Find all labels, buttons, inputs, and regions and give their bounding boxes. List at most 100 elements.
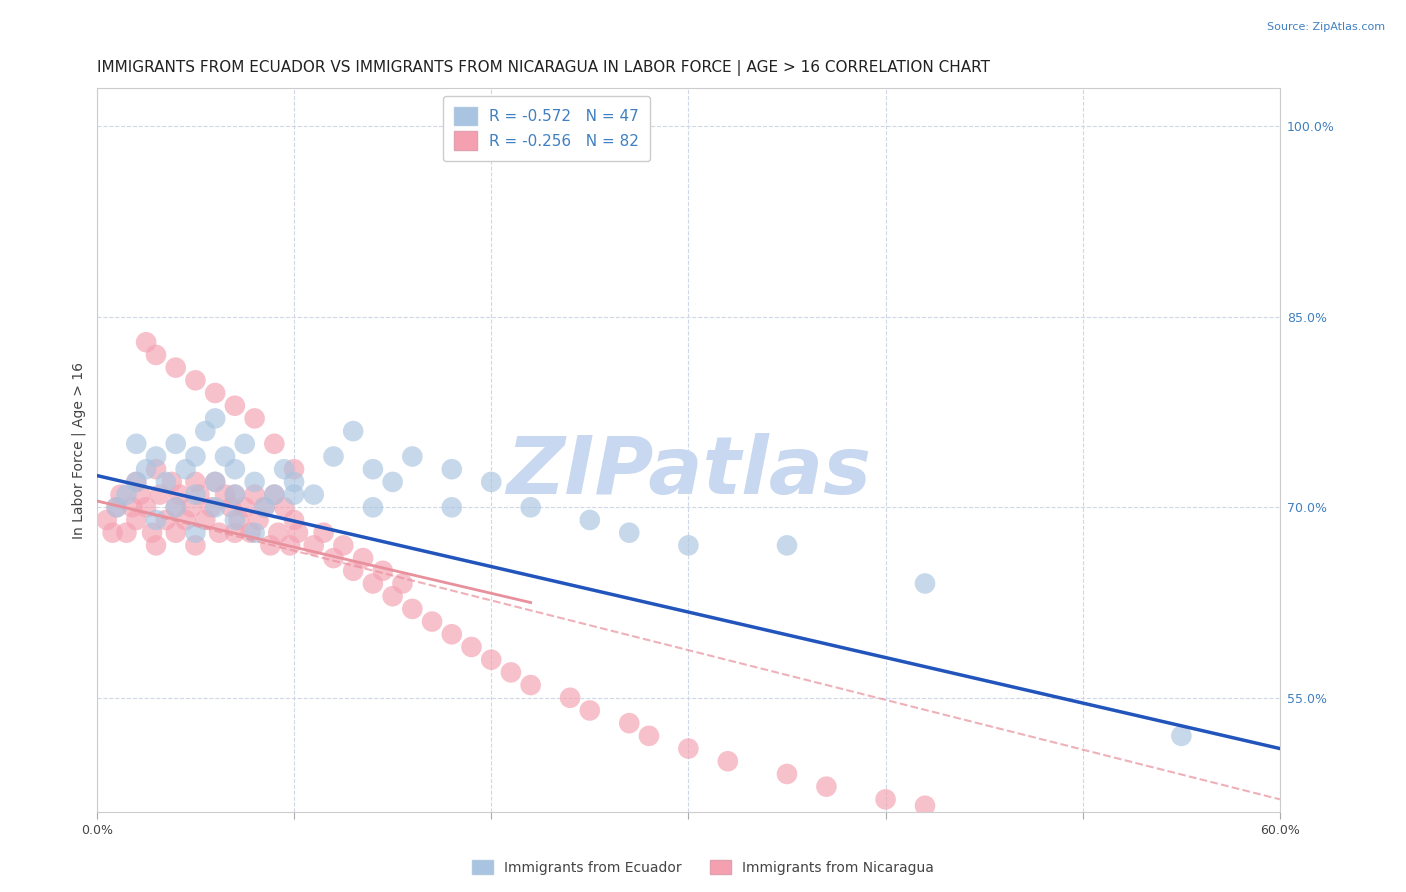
Point [361, 462, 384, 476]
Point [440, 627, 463, 641]
Point [125, 475, 148, 489]
Point [440, 500, 463, 515]
Point [165, 437, 187, 451]
Point [381, 475, 404, 489]
Point [776, 767, 799, 781]
Point [184, 450, 207, 464]
Point [479, 475, 502, 489]
Point [302, 487, 325, 501]
Point [401, 602, 423, 616]
Point [115, 487, 138, 501]
Point [519, 678, 541, 692]
Point [283, 487, 305, 501]
Point [420, 615, 443, 629]
Point [125, 475, 148, 489]
Point [184, 538, 207, 552]
Point [263, 487, 285, 501]
Point [253, 500, 276, 515]
Point [243, 411, 266, 425]
Point [519, 500, 541, 515]
Point [578, 513, 600, 527]
Point [342, 424, 364, 438]
Point [160, 475, 183, 489]
Point [204, 475, 226, 489]
Point [239, 525, 262, 540]
Point [105, 500, 128, 515]
Point [914, 576, 936, 591]
Y-axis label: In Labor Force | Age > 16: In Labor Force | Age > 16 [72, 361, 86, 539]
Point [678, 538, 700, 552]
Point [332, 538, 354, 552]
Point [135, 462, 157, 476]
Point [145, 462, 167, 476]
Point [401, 450, 423, 464]
Point [141, 525, 163, 540]
Text: Source: ZipAtlas.com: Source: ZipAtlas.com [1267, 22, 1385, 32]
Point [361, 500, 384, 515]
Point [125, 437, 148, 451]
Point [174, 462, 197, 476]
Point [259, 538, 281, 552]
Point [184, 475, 207, 489]
Point [174, 513, 197, 527]
Point [194, 424, 217, 438]
Text: IMMIGRANTS FROM ECUADOR VS IMMIGRANTS FROM NICARAGUA IN LABOR FORCE | AGE > 16 C: IMMIGRANTS FROM ECUADOR VS IMMIGRANTS FR… [97, 60, 990, 76]
Point [302, 538, 325, 552]
Point [149, 487, 172, 501]
Point [638, 729, 661, 743]
Point [322, 450, 344, 464]
Point [247, 513, 270, 527]
Text: ZIPatlas: ZIPatlas [506, 433, 870, 511]
Point [135, 500, 157, 515]
Point [214, 450, 236, 464]
Point [371, 564, 394, 578]
Point [188, 487, 211, 501]
Point [352, 551, 374, 566]
Point [224, 487, 246, 501]
Point [233, 437, 256, 451]
Point [914, 798, 936, 813]
Point [224, 399, 246, 413]
Point [96, 513, 118, 527]
Point [101, 525, 124, 540]
Point [253, 500, 276, 515]
Point [184, 487, 207, 501]
Point [815, 780, 838, 794]
Point [283, 475, 305, 489]
Point [115, 525, 138, 540]
Point [619, 716, 641, 731]
Point [224, 513, 246, 527]
Point [243, 487, 266, 501]
Point [278, 538, 301, 552]
Point [224, 487, 246, 501]
Point [273, 500, 295, 515]
Point [200, 500, 222, 515]
Point [165, 500, 187, 515]
Point [145, 538, 167, 552]
Point [155, 475, 177, 489]
Point [361, 576, 384, 591]
Point [381, 589, 404, 603]
Point [283, 462, 305, 476]
Point [228, 513, 250, 527]
Point [263, 437, 285, 451]
Point [145, 348, 167, 362]
Point [263, 487, 285, 501]
Point [204, 386, 226, 401]
Point [243, 475, 266, 489]
Point [875, 792, 897, 806]
Point [776, 538, 799, 552]
Point [267, 525, 290, 540]
Point [233, 500, 256, 515]
Point [180, 500, 202, 515]
Point [145, 450, 167, 464]
Point [165, 525, 187, 540]
Point [165, 360, 187, 375]
Point [342, 564, 364, 578]
Point [110, 487, 132, 501]
Point [204, 475, 226, 489]
Point [283, 513, 305, 527]
Point [1170, 729, 1192, 743]
Legend: R = -0.572   N = 47, R = -0.256   N = 82: R = -0.572 N = 47, R = -0.256 N = 82 [443, 96, 650, 161]
Point [169, 487, 191, 501]
